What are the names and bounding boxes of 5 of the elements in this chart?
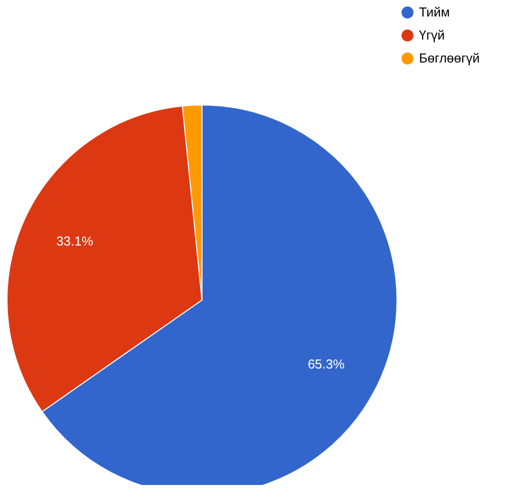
legend-label: Тийм xyxy=(419,4,450,20)
data-label: 33.1% xyxy=(56,234,94,249)
data-label: 65.3% xyxy=(308,356,345,372)
legend-label: Үгүй xyxy=(419,28,445,42)
legend-label: Бөглөөгүй xyxy=(419,50,480,66)
